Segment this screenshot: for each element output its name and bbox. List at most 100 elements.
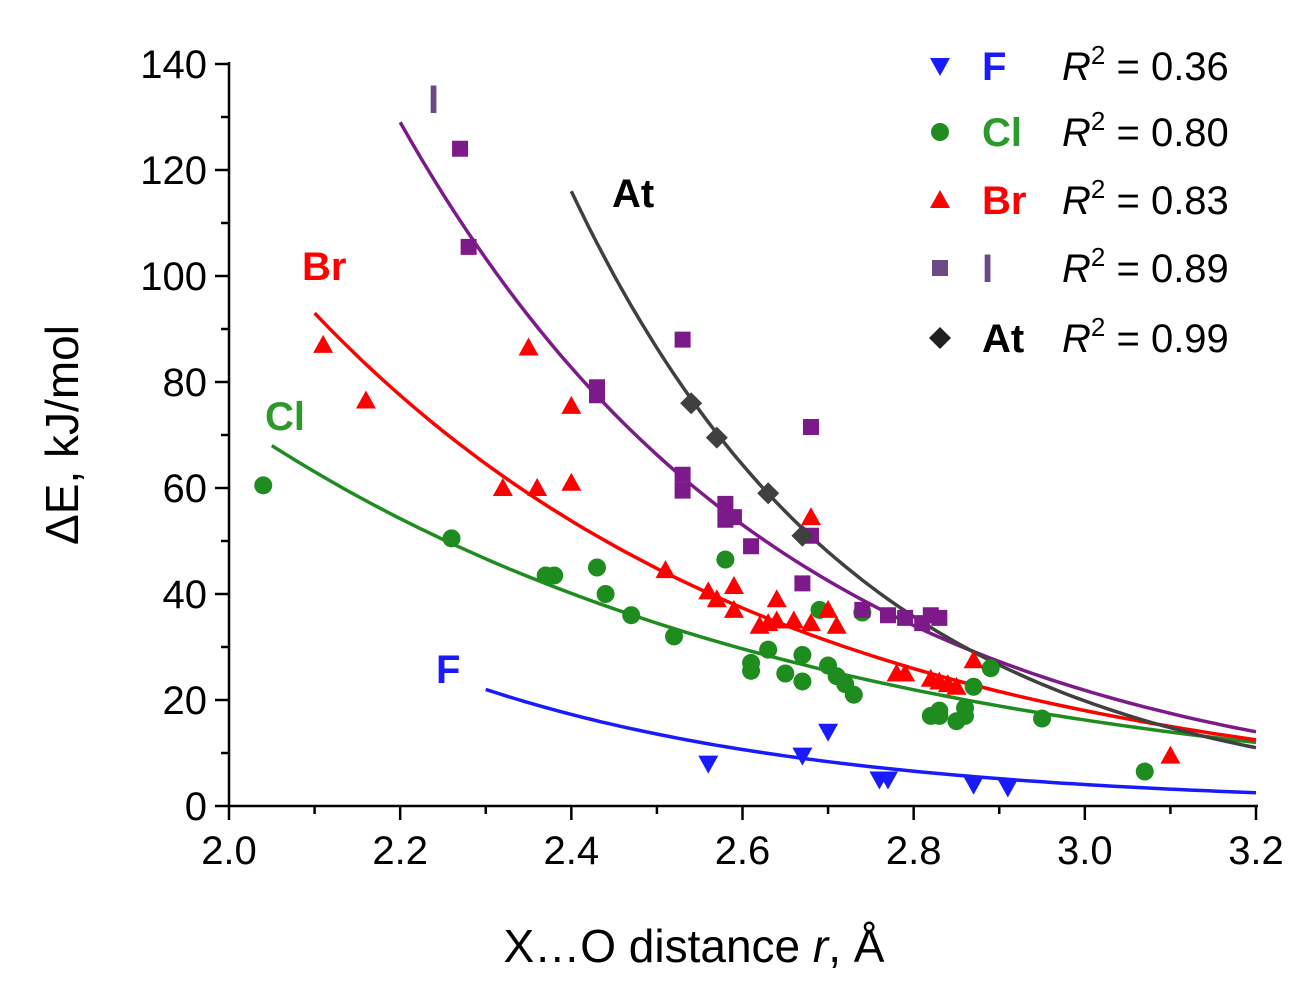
data-point-i <box>674 331 691 348</box>
data-point-i <box>725 509 742 526</box>
fit-curve-br <box>313 311 1257 742</box>
legend-marker-br <box>930 190 950 208</box>
fit-curve-at <box>569 190 1257 750</box>
data-point-cl <box>622 606 641 625</box>
data-point-cl <box>793 645 812 664</box>
y-axis-title: ΔE, kJ/mol <box>36 325 88 545</box>
data-point-cl <box>665 627 684 646</box>
data-point-cl <box>981 659 1000 678</box>
legend-marker-cl <box>931 123 949 141</box>
x-tick-label: 3.0 <box>1057 829 1113 873</box>
data-point-f <box>792 747 813 766</box>
data-point-i <box>743 538 760 555</box>
fit-curves <box>270 121 1257 795</box>
legend-marker-br <box>930 190 950 208</box>
data-point-i <box>460 238 477 255</box>
legend-label-i: I <box>982 247 993 291</box>
data-point-at <box>705 426 728 449</box>
data-point-at <box>757 482 780 505</box>
curve-label-cl: Cl <box>265 395 305 439</box>
data-point-f <box>818 723 839 742</box>
legend: F R2 = 0.36 Cl R2 = 0.80 Br R2 = 0.83 I … <box>929 40 1229 361</box>
series-at <box>680 392 814 547</box>
legend-r2-cl: R2 = 0.80 <box>1062 106 1229 155</box>
x-tick-label: 2.4 <box>544 829 600 873</box>
data-point-cl <box>964 677 983 696</box>
data-point-br <box>527 478 548 496</box>
y-tick-label: 120 <box>140 149 207 193</box>
legend-label-at: At <box>982 317 1024 361</box>
data-point-br <box>826 615 847 634</box>
data-point-f <box>997 779 1018 798</box>
x-tick-label: 2.2 <box>372 829 428 873</box>
data-point-cl <box>545 566 564 585</box>
data-point-br <box>706 589 727 608</box>
curve-label-br: Br <box>302 245 346 289</box>
data-point-br <box>313 334 334 353</box>
data-point-br <box>723 599 744 618</box>
data-point-cl <box>596 585 615 603</box>
legend-entry-i: I R2 = 0.89 <box>932 242 1229 291</box>
data-point-br <box>1160 745 1181 764</box>
data-point-f <box>963 776 984 795</box>
legend-marker-i <box>932 260 948 276</box>
data-point-br <box>561 395 582 414</box>
y-tick-label: 100 <box>140 255 207 299</box>
data-point-cl <box>844 685 863 704</box>
data-point-f <box>698 755 719 774</box>
legend-label-cl: Cl <box>982 111 1022 155</box>
data-point-i <box>452 140 469 157</box>
data-point-br <box>963 650 984 669</box>
data-point-br <box>946 676 967 695</box>
data-point-br <box>518 337 539 356</box>
data-point-cl <box>793 672 812 691</box>
legend-marker-f <box>930 58 950 76</box>
data-point-br <box>492 478 513 496</box>
x-axis-title: X…O distance r, Å <box>504 920 885 972</box>
fit-curve-f <box>485 687 1257 795</box>
data-point-br <box>766 610 787 629</box>
data-point-br <box>800 613 821 632</box>
curve-label-at: At <box>612 172 654 216</box>
data-point-br <box>818 599 839 618</box>
data-point-cl <box>1135 762 1154 781</box>
data-point-at <box>680 392 703 415</box>
data-point-f <box>877 771 898 790</box>
data-point-br <box>698 581 719 600</box>
curve-label-f: F <box>436 648 460 692</box>
data-point-br <box>655 560 676 579</box>
legend-r2-br: R2 = 0.83 <box>1062 174 1229 223</box>
data-point-i <box>879 607 896 624</box>
legend-r2-at: R2 = 0.99 <box>1062 312 1229 361</box>
data-point-i <box>897 609 914 626</box>
series-cl <box>254 476 1154 781</box>
data-point-br <box>355 390 376 409</box>
legend-entry-f: F R2 = 0.36 <box>930 40 1229 89</box>
data-point-br <box>800 507 821 526</box>
axes: 2.0 2.2 2.4 2.6 2.8 3.0 3.2 0 20 40 60 80 100 120 140 <box>140 43 1284 873</box>
data-point-cl <box>442 529 461 548</box>
legend-marker-i <box>932 260 948 276</box>
curve-label-i: I <box>428 78 439 122</box>
y-tick-label: 20 <box>163 679 208 723</box>
fit-curve-i <box>398 121 1257 734</box>
data-points <box>254 140 1181 798</box>
data-point-br <box>766 589 787 608</box>
y-tick-label: 60 <box>163 467 208 511</box>
legend-r2-f: R2 = 0.36 <box>1062 40 1229 89</box>
legend-marker-cl <box>931 123 949 141</box>
data-point-br <box>561 472 582 491</box>
data-point-i <box>589 387 606 404</box>
data-point-i <box>802 419 819 436</box>
x-tick-label: 2.6 <box>715 829 771 873</box>
legend-label-f: F <box>982 45 1006 89</box>
data-point-cl <box>930 706 949 725</box>
legend-marker-at <box>929 327 951 349</box>
y-tick-label: 0 <box>185 785 207 829</box>
data-point-cl <box>716 550 735 569</box>
legend-marker-f <box>930 58 950 76</box>
data-point-i <box>854 601 871 618</box>
data-point-cl <box>759 640 778 659</box>
x-tick-label: 2.8 <box>886 829 942 873</box>
series-br <box>313 334 1181 764</box>
